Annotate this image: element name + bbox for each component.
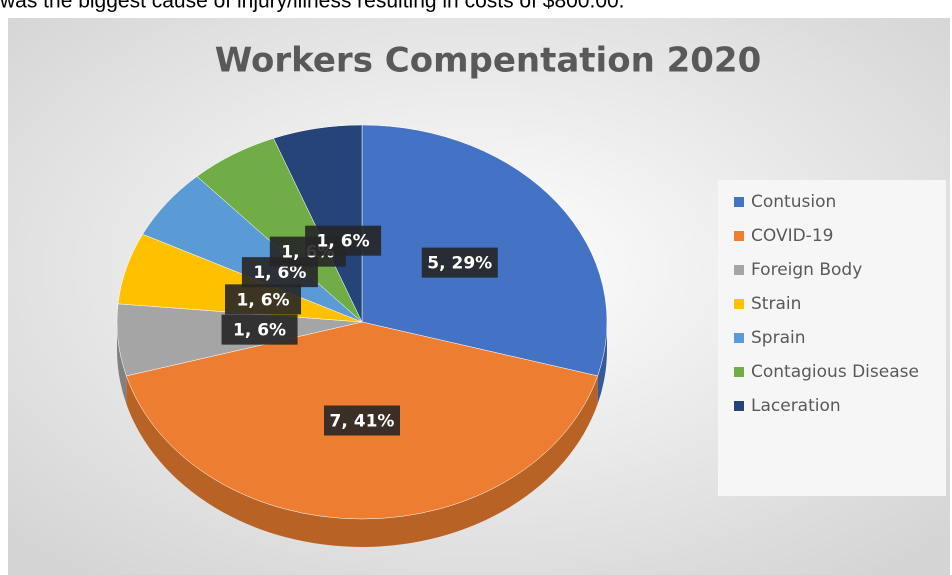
data-label-text: 1, 6% [236, 290, 289, 310]
data-label: 7, 41% [324, 405, 400, 436]
data-label-box [221, 314, 298, 345]
legend-swatch [734, 367, 744, 377]
data-label: 1, 6% [225, 284, 302, 315]
legend-swatch [734, 265, 744, 275]
legend-label: Contusion [751, 192, 836, 212]
data-label-box [324, 405, 400, 436]
data-label-text: 1, 6% [253, 263, 306, 283]
legend-label: Laceration [751, 396, 841, 416]
chart-title: Workers Compentation 2020 [215, 41, 762, 81]
data-label-text: 1, 6% [233, 321, 286, 341]
pie-side [126, 375, 598, 547]
data-label-box [305, 225, 382, 256]
legend-label: Sprain [751, 328, 806, 348]
legend-swatch [734, 401, 744, 411]
pie-side [117, 322, 127, 404]
legend-swatch [734, 333, 744, 343]
data-label-text: 1, 6% [317, 232, 370, 252]
pie-side [597, 322, 607, 404]
data-label-box [225, 284, 302, 315]
legend-label: Contagious Disease [751, 362, 919, 382]
data-label: 5, 29% [421, 247, 498, 278]
data-label-text: 7, 41% [330, 412, 395, 432]
legend-label: COVID-19 [751, 226, 833, 246]
legend-swatch [734, 299, 744, 309]
legend-label: Strain [751, 294, 801, 314]
data-label-box [421, 247, 498, 278]
legend-label: Foreign Body [751, 260, 862, 280]
pie-slice [273, 124, 363, 323]
legend-swatch [734, 197, 744, 207]
text-above: was the biggest cause of injury/illness … [0, 0, 625, 13]
legend-box [718, 180, 946, 496]
legend-swatch [734, 231, 744, 241]
data-label-text: 5, 29% [427, 254, 492, 274]
data-label: 1, 6% [305, 225, 382, 256]
data-label: 1, 6% [221, 314, 298, 345]
